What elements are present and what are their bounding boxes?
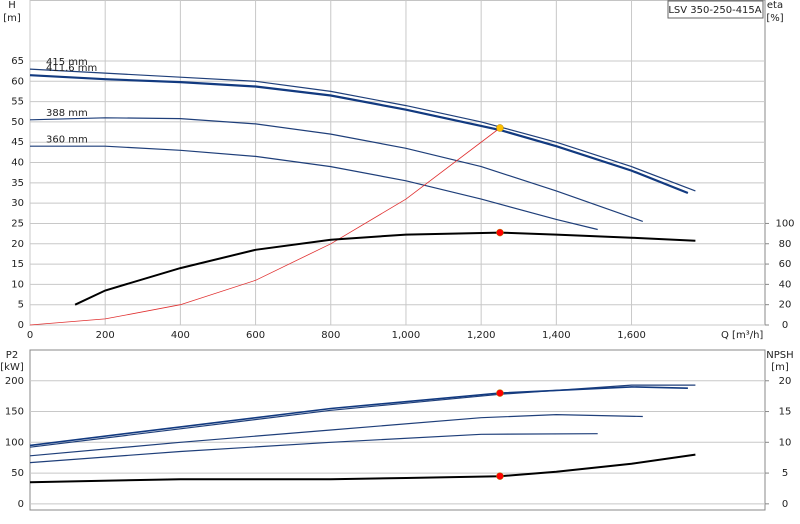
curve-label: 388 mm — [46, 108, 88, 119]
operating-point — [496, 228, 504, 237]
y2-tick-label: 20 — [779, 376, 792, 387]
curve — [29, 413, 643, 457]
y2-axis-unit: [%] — [766, 13, 783, 24]
y2-tick-label: 5 — [782, 468, 788, 479]
y-tick-label: 15 — [11, 259, 24, 270]
y-tick-label: 50 — [11, 468, 24, 479]
legend-text: LSV 350-250-415A — [668, 5, 761, 16]
legend-box — [667, 0, 764, 19]
y-tick-label: 40 — [11, 158, 24, 169]
y-tick-label: 100 — [5, 437, 24, 448]
curve-label: 411.6 mm — [46, 63, 97, 74]
y-tick-label: 35 — [11, 178, 24, 189]
x-tick-label: 200 — [96, 330, 115, 341]
operating-point — [496, 472, 504, 480]
y-tick-label: 20 — [11, 239, 24, 250]
y2-tick-label: 80 — [779, 239, 792, 250]
curve — [29, 127, 501, 326]
curve — [29, 386, 688, 447]
y-tick-label: 65 — [11, 56, 24, 67]
y2-tick-label: 40 — [779, 279, 792, 290]
curve — [74, 231, 696, 306]
y2-axis-title: NPSH — [766, 350, 793, 361]
curve — [29, 68, 696, 192]
y2-tick-label: 0 — [782, 320, 788, 331]
curve — [29, 384, 696, 448]
y2-tick-label: 20 — [779, 300, 792, 311]
y-axis-title: P2 — [6, 350, 18, 361]
operating-point — [496, 124, 504, 132]
y-axis-unit: [m] — [3, 13, 21, 24]
curve — [29, 117, 643, 222]
x-tick-label: 1,200 — [467, 330, 496, 341]
curve-label: 415 mm — [46, 57, 88, 68]
curve — [29, 74, 689, 195]
x-tick-label: 1,000 — [392, 330, 421, 341]
y-tick-label: 30 — [11, 198, 24, 209]
y2-axis-title: eta — [767, 0, 783, 11]
y-tick-label: 25 — [11, 218, 24, 229]
y2-tick-label: 60 — [779, 259, 792, 270]
y-axis-unit: [kW] — [0, 362, 24, 373]
y-tick-label: 150 — [5, 407, 24, 418]
y-tick-label: 0 — [18, 320, 24, 331]
curve — [29, 453, 696, 484]
y-tick-label: 5 — [18, 300, 24, 311]
y-tick-label: 45 — [11, 137, 24, 148]
curve-label: 360 mm — [46, 134, 88, 145]
curve — [29, 433, 598, 464]
plot-area — [29, 349, 766, 511]
y-tick-label: 50 — [11, 117, 24, 128]
y2-tick-label: 0 — [782, 499, 788, 510]
x-tick-label: 800 — [321, 330, 340, 341]
y-tick-label: 200 — [5, 376, 24, 387]
y2-tick-label: 10 — [779, 437, 792, 448]
y2-axis-unit: [m] — [771, 362, 789, 373]
x-tick-label: 1,400 — [542, 330, 571, 341]
y-tick-label: 10 — [11, 279, 24, 290]
curve — [30, 145, 598, 231]
y2-tick-label: 100 — [775, 218, 794, 229]
x-tick-label: 0 — [27, 330, 33, 341]
y-axis-title: H — [8, 0, 16, 11]
x-tick-label: 1,600 — [617, 330, 646, 341]
x-axis-title: Q [m³/h] — [721, 330, 763, 341]
x-tick-label: 400 — [171, 330, 190, 341]
y-tick-label: 0 — [18, 499, 24, 510]
y2-tick-label: 15 — [779, 407, 792, 418]
y-tick-label: 60 — [11, 76, 24, 87]
x-tick-label: 600 — [246, 330, 265, 341]
y-tick-label: 55 — [11, 97, 24, 108]
operating-point — [496, 389, 504, 397]
